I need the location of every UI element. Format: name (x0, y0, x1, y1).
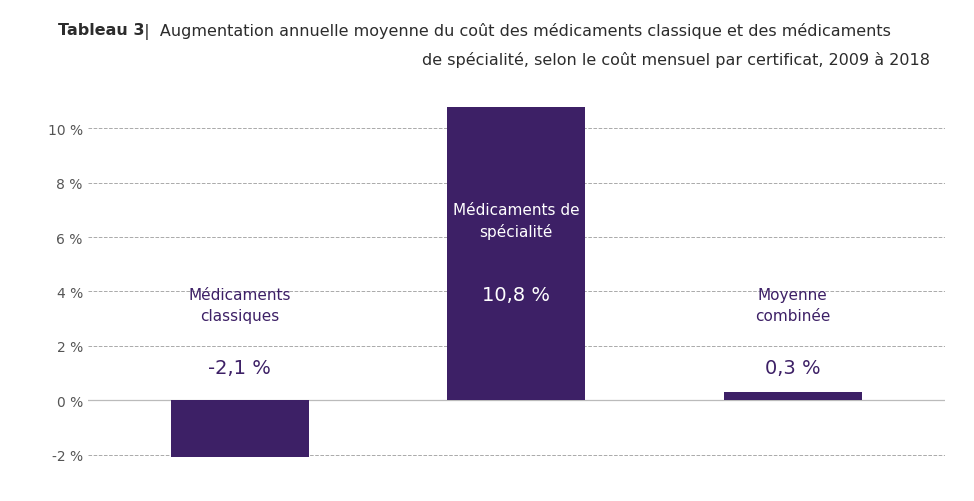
Bar (724, 392, 862, 400)
Text: |  Augmentation annuelle moyenne du coût des médicaments classique et des médica: | Augmentation annuelle moyenne du coût … (134, 23, 891, 40)
Bar (170, 400, 309, 457)
Text: Tableau 3: Tableau 3 (58, 23, 145, 38)
Text: de spécialité, selon le coût mensuel par certificat, 2009 à 2018: de spécialité, selon le coût mensuel par… (422, 52, 930, 68)
Text: 10,8 %: 10,8 % (482, 285, 550, 304)
Bar (447, 107, 585, 400)
Text: Médicaments
classiques: Médicaments classiques (189, 288, 291, 323)
Text: Médicaments de
spécialité: Médicaments de spécialité (453, 202, 580, 240)
Text: Moyenne
combinée: Moyenne combinée (755, 288, 831, 323)
Text: 0,3 %: 0,3 % (765, 358, 820, 377)
Text: -2,1 %: -2,1 % (208, 358, 271, 377)
